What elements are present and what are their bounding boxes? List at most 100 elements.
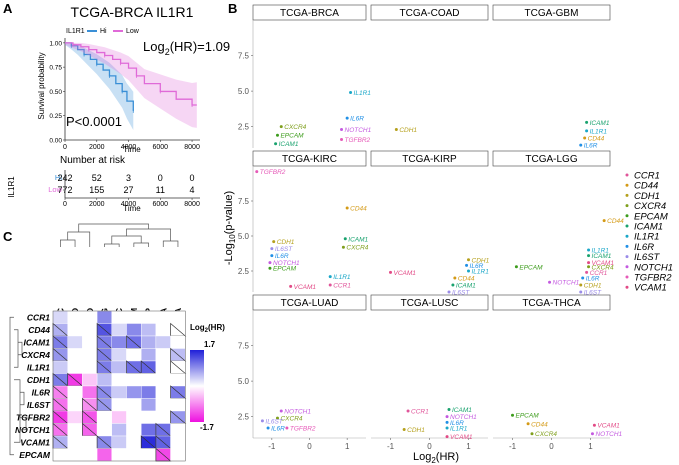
facet-strip: [252, 4, 367, 21]
heatmap-cell: [111, 360, 127, 374]
km-legend-title: IL1R1: [66, 28, 85, 35]
facet-strip: [252, 294, 367, 311]
point-label: NOTCH1: [284, 408, 311, 415]
point-il6r: [579, 143, 583, 147]
point-icam1: [274, 142, 278, 146]
point-label: CXCR4: [284, 124, 306, 131]
heatmap-cell: [67, 360, 83, 374]
heatmap-cell: [82, 323, 98, 337]
risk-x-tick-label: 2000: [89, 201, 105, 208]
point-vcam1: [592, 423, 596, 427]
point-label: IL6ST: [452, 290, 470, 297]
heatmap-cell: [96, 373, 112, 387]
point-icam1: [343, 237, 347, 241]
point-label: ICAM1: [456, 283, 476, 290]
legend-label-cxcr4: CXCR4: [634, 201, 666, 212]
legend-swatch-cxcr4: [625, 204, 629, 208]
km-pvalue: P<0.0001: [66, 114, 122, 129]
heatmap-cell: [140, 373, 157, 387]
point-il6r: [581, 276, 585, 280]
heatmap-cell: [155, 373, 171, 387]
heatmap-cell: [82, 348, 98, 362]
point-label: IL1R1: [450, 426, 468, 433]
heatmap-cell: [82, 435, 98, 449]
heatmap-cell: [82, 385, 98, 399]
risk-cell: 52: [92, 173, 102, 183]
facet-strip-label: TCGA-LUSC: [401, 298, 459, 309]
point-label: CXCR4: [592, 264, 614, 271]
heatmap-cell: [126, 385, 142, 399]
point-icam1: [451, 283, 455, 287]
risk-cell: 4: [190, 185, 195, 195]
legend-swatch-il1r1: [625, 234, 629, 238]
point-label: EPCAM: [516, 413, 540, 420]
facet-strip: [492, 4, 611, 21]
legend-label-tgfbr2: TGFBR2: [634, 273, 672, 284]
heatmap-cell: [111, 398, 127, 412]
panel-label-b: B: [228, 1, 237, 16]
point-label: CD44: [588, 136, 605, 143]
heatmap-cell: [96, 410, 112, 424]
point-il6st: [260, 419, 264, 423]
point-label: IL1R1: [472, 269, 490, 276]
point-ccr1: [406, 409, 410, 413]
heatmap-cell: [96, 310, 112, 324]
km-x-axis-label: Time: [123, 145, 141, 154]
point-label: CXCR4: [535, 431, 557, 438]
facet-x-tick-label: 1: [345, 442, 350, 451]
point-label: NOTCH1: [273, 260, 300, 267]
legend-swatch-vcam1: [625, 285, 629, 289]
heatmap-cell: [140, 385, 157, 399]
point-icam1: [447, 408, 451, 412]
heatmap-scale-max: 1.7: [204, 340, 216, 349]
facet-y-axis-label: -Log10(p-value): [223, 191, 237, 265]
heatmap-cell: [155, 323, 171, 337]
risk-x-tick-label: 0: [63, 201, 67, 208]
point-label: TGFBR2: [260, 169, 286, 176]
facet-x-tick-label: -1: [509, 442, 517, 451]
point-label: CDH1: [584, 283, 602, 290]
point-cxcr4: [275, 416, 279, 420]
point-il6st: [447, 290, 451, 294]
point-label: CD44: [458, 276, 475, 283]
heatmap-cell: [155, 335, 171, 349]
point-cdh1: [402, 427, 406, 431]
point-il1r1: [585, 129, 589, 133]
heatmap-cell: [111, 310, 127, 324]
facet-x-axis-label: Log2(HR): [413, 451, 459, 465]
heatmap-column-dendrogram: [60, 223, 179, 247]
legend-label-epcam: EPCAM: [634, 211, 668, 222]
point-tgfbr2: [340, 137, 344, 141]
heatmap-cell: [111, 435, 127, 449]
heatmap-cell: [126, 423, 142, 437]
heatmap-cell: [140, 323, 157, 337]
point-label: IL6R: [450, 420, 464, 427]
point-ccr1: [585, 270, 589, 274]
point-cdh1: [272, 240, 276, 244]
point-cxcr4: [279, 125, 283, 129]
heatmap-row-label: VCAM1: [20, 437, 50, 447]
point-il6st: [270, 247, 274, 251]
point-il6r: [445, 420, 449, 424]
heatmap-cell: [170, 310, 186, 324]
heatmap-row-label: CXCR4: [21, 350, 50, 360]
point-label: IL6R: [584, 143, 598, 150]
point-il1r1: [445, 426, 449, 430]
heatmap-panel: TCGA-KIRCTCGA-COADTCGA-LUADTCGA-LGGTCGA-…: [9, 223, 187, 462]
heatmap-cell: [126, 373, 142, 387]
legend-swatch-notch1: [625, 265, 629, 269]
point-epcam: [511, 413, 514, 417]
point-cd44: [583, 136, 587, 140]
risk-row-label-low: Low: [48, 185, 62, 194]
legend-swatch-cdh1: [625, 193, 629, 197]
heatmap-scale-min: -1.7: [200, 423, 214, 432]
km-title: TCGA-BRCA IL1R1: [71, 4, 194, 20]
heatmap-cell: [140, 398, 157, 412]
heatmap-scale-title: Log2(HR): [190, 323, 225, 334]
heatmap-cell: [82, 335, 98, 349]
legend-swatch-epcam: [625, 214, 629, 218]
panel-label-a: A: [3, 1, 13, 16]
facet-x-tick-label: 1: [588, 442, 593, 451]
facet-y-tick-label: 7.5: [238, 197, 250, 206]
point-label: CCR1: [411, 408, 429, 415]
